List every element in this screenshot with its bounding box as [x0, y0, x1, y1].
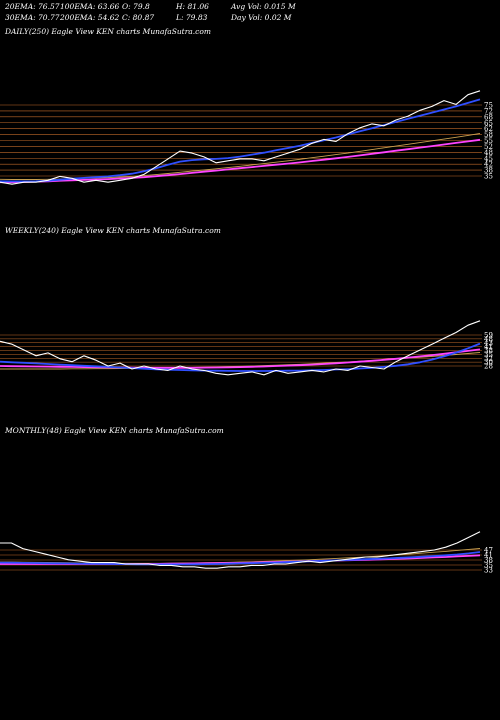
y-tick-label: 35: [484, 562, 493, 570]
y-tick-label: 38: [484, 347, 493, 355]
ema100-value: 100EMA: 63.66: [60, 2, 120, 11]
close-value: C: 80.87: [122, 13, 155, 22]
open-value: O: 79.8: [122, 2, 150, 11]
low-value: L: 79.83: [176, 13, 208, 22]
y-tick-label: 58: [484, 131, 493, 139]
ema200-value: 200EMA: 54.62: [60, 13, 120, 22]
price-line: [0, 90, 481, 185]
y-tick-label: 72: [484, 107, 493, 115]
y-tick-label: 75: [484, 102, 493, 110]
y-tick-label: 68: [484, 113, 493, 121]
ema-blue-line: [0, 98, 481, 183]
ema30-value: 30EMA: 70.77: [5, 13, 60, 22]
y-tick-label: 47: [484, 547, 493, 555]
y-tick-label: 52: [484, 143, 493, 151]
y-tick-label: 41: [484, 343, 493, 351]
y-tick-label: 32: [484, 355, 493, 363]
ema-blue-line: [0, 551, 481, 566]
ema20-value: 20EMA: 76.57: [5, 2, 60, 11]
y-tick-label: 28: [484, 363, 493, 371]
ema-magenta-line: [0, 138, 481, 184]
y-tick-label: 55: [484, 137, 493, 145]
price-line: [0, 531, 481, 569]
day-vol-value: Day Vol: 0.02 M: [231, 13, 292, 22]
y-tick-label: 62: [484, 125, 493, 133]
y-tick-label: 33: [484, 567, 493, 575]
y-tick-label: 42: [484, 161, 493, 169]
y-tick-label: 45: [484, 155, 493, 163]
high-value: H: 81.06: [176, 2, 209, 11]
ema-magenta-line: [0, 348, 481, 369]
weekly-chart-title: WEEKLY(240) Eagle View KEN charts Munafa…: [5, 226, 221, 235]
y-tick-label: 35: [484, 351, 493, 359]
avg-vol-value: Avg Vol: 0.015 M: [231, 2, 296, 11]
y-tick-label: 35: [484, 173, 493, 181]
y-tick-label: 65: [484, 119, 493, 127]
y-tick-label: 48: [484, 149, 493, 157]
ema-blue-line: [0, 342, 481, 372]
y-tick-label: 43: [484, 339, 493, 347]
y-tick-label: 38: [484, 167, 493, 175]
price-line: [0, 320, 481, 376]
y-tick-label: 48: [484, 335, 493, 343]
daily-chart-title: DAILY(250) Eagle View KEN charts MunafaS…: [5, 27, 211, 36]
monthly-chart-title: MONTHLY(48) Eagle View KEN charts Munafa…: [5, 426, 224, 435]
y-tick-label: 30: [484, 359, 493, 367]
y-tick-label: 41: [484, 552, 493, 560]
y-tick-label: 38: [484, 557, 493, 565]
ema-gold-line: [0, 548, 481, 564]
y-tick-label: 59: [484, 332, 493, 340]
